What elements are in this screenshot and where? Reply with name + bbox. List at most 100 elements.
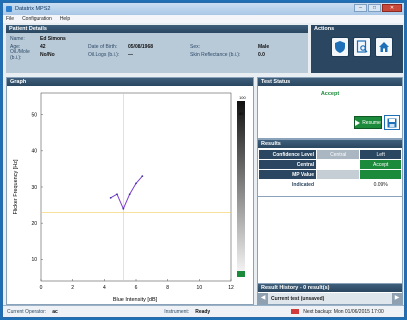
data-point: [135, 182, 137, 185]
resume-button[interactable]: Resume: [354, 116, 382, 129]
app-window: Datatrix MPS2 – □ ✕ File Configuration H…: [2, 2, 405, 318]
cell-right: [359, 169, 402, 180]
menu-file[interactable]: File: [6, 16, 15, 22]
history-nav: ◀ Current test (unsaved) ▶: [258, 293, 402, 304]
graph-panel: Graph 0 2 4 6 8 10 12 10 20 30 40 50 Blue Intensity…: [6, 77, 254, 305]
data-point: [128, 193, 131, 196]
patient-age: 42: [40, 44, 46, 50]
menu-configuration[interactable]: Configuration: [22, 16, 52, 22]
y-tick-label: 10: [31, 257, 37, 263]
results-panel: Results Confidence Level Central Left Ce…: [257, 139, 403, 197]
results-table: Confidence Level Central Left Central Ac…: [258, 149, 402, 190]
y-tick-label: 20: [31, 221, 37, 227]
menu-help[interactable]: Help: [59, 16, 71, 22]
dob-label: Date of Birth:: [88, 44, 118, 50]
next-result-button[interactable]: ▶: [392, 293, 402, 304]
x-tick-label: 10: [197, 285, 203, 291]
maximize-button[interactable]: □: [368, 4, 381, 12]
menu-bar: File Configuration Help: [3, 15, 404, 23]
patient-oil-logs: —: [128, 52, 133, 58]
cell-right: 0.09%: [359, 179, 402, 190]
cell-left: Central: [315, 149, 361, 160]
result-history-panel: Result History - 0 result(s) ◀ Current t…: [257, 283, 403, 305]
x-tick-label: 8: [166, 285, 169, 291]
resume-label: Resume: [362, 119, 381, 126]
play-icon: [355, 119, 361, 126]
patient-oil: No/No: [40, 52, 55, 58]
backup-icon: [291, 309, 300, 314]
window-title: Datatrix MPS2: [15, 6, 51, 12]
status-bar: Current Operator: ac Instrument: Ready N…: [3, 305, 404, 317]
backup-text: Next backup: Mon 01/06/2015 17:00: [303, 308, 384, 315]
cell-left: [315, 159, 361, 170]
y-tick-label: 50: [31, 112, 37, 118]
table-row: Indicated 0.09%: [258, 179, 402, 190]
save-button[interactable]: [384, 115, 400, 130]
y-tick-label: 40: [31, 149, 37, 155]
oil-label: Oil./Mole (b.i.):: [10, 49, 30, 61]
row-label: Indicated: [258, 179, 317, 190]
graph-header: Graph: [7, 78, 253, 86]
data-point: [141, 175, 144, 178]
patient-skin-reflectance: 0.0: [258, 52, 265, 58]
y-axis-label: Flicker Frequency [Hz]: [13, 159, 19, 214]
sex-label: Sex:: [190, 44, 201, 50]
patient-details-panel: Patient Details Name: Ed Simons Age: 42 …: [6, 25, 308, 73]
x-tick-label: 2: [71, 285, 74, 291]
close-button[interactable]: ✕: [382, 4, 402, 12]
search-document-icon[interactable]: [353, 37, 371, 57]
row-label: MP Value: [258, 169, 317, 180]
shield-icon[interactable]: [331, 37, 349, 57]
y-tick-label: 30: [31, 185, 37, 191]
skin-reflectance-label: Skin Reflectance (b.i.):: [190, 52, 241, 58]
cell-left: [315, 169, 361, 180]
table-row: Central Accept: [258, 159, 402, 170]
app-icon: [6, 6, 12, 12]
patient-details-header: Patient Details: [6, 25, 308, 33]
intensity-legend-bar: [237, 101, 245, 277]
age-label: Age:: [10, 44, 21, 50]
cell-left: [315, 179, 361, 190]
minimize-button[interactable]: –: [354, 4, 367, 12]
oil-logs-label: Oil.Logs (b.i.):: [88, 52, 120, 58]
data-point: [109, 196, 112, 199]
actions-panel: Actions: [311, 25, 403, 73]
patient-sex: Male: [258, 44, 270, 50]
x-tick-label: 12: [228, 285, 234, 291]
x-axis-label: Blue Intensity [dB]: [113, 297, 158, 303]
patient-dob: 05/08/1968: [128, 44, 154, 50]
results-header: Results: [258, 140, 402, 148]
name-label: Name:: [10, 36, 25, 42]
table-row: Confidence Level Central Left: [258, 149, 402, 160]
title-bar: Datatrix MPS2 – □ ✕: [3, 3, 404, 15]
row-label: Central: [258, 159, 317, 170]
legend-marker: [237, 271, 245, 277]
series-line: [110, 175, 143, 210]
test-status-header: Test Status: [258, 78, 402, 86]
data-point: [116, 193, 118, 196]
save-icon: [387, 118, 397, 127]
x-tick-label: 4: [103, 285, 106, 291]
operator-label: Current Operator:: [7, 308, 47, 315]
prev-result-button[interactable]: ◀: [258, 293, 268, 304]
data-point: [122, 207, 125, 210]
x-tick-label: 0: [40, 285, 43, 291]
cell-right: Accept: [359, 159, 402, 170]
instrument-label: Instrument:: [164, 308, 190, 315]
instrument-status: Ready: [195, 308, 211, 315]
test-status-panel: Test Status Accept Resume: [257, 77, 403, 139]
status-text: Accept: [262, 89, 398, 100]
results-blank-area: [257, 197, 403, 283]
plot-area: [40, 92, 232, 282]
home-icon[interactable]: [375, 37, 393, 57]
table-row: MP Value: [258, 169, 402, 180]
actions-header: Actions: [311, 25, 403, 33]
x-tick-label: 6: [135, 285, 138, 291]
current-test-label: Current test (unsaved): [271, 295, 325, 302]
patient-name: Ed Simons: [40, 36, 66, 42]
row-label: Confidence Level: [258, 149, 317, 160]
legend-mid-label: 80: [239, 111, 244, 116]
operator-value: ac: [52, 308, 58, 315]
history-header: Result History - 0 result(s): [258, 284, 402, 292]
